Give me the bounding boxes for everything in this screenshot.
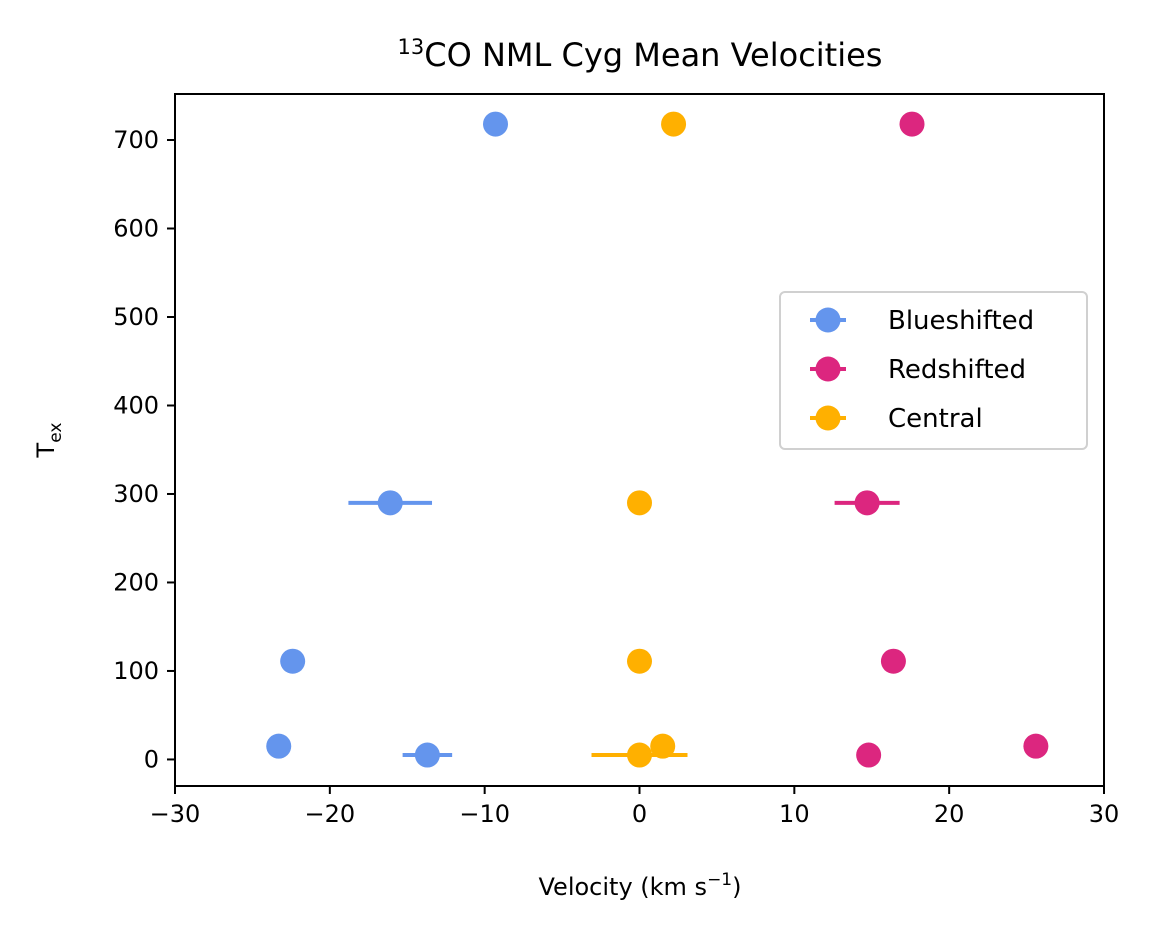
y-tick-label: 0 bbox=[144, 745, 159, 773]
legend-central-label: Central bbox=[888, 404, 983, 434]
y-tick-label: 400 bbox=[113, 391, 159, 419]
x-tick-label: 10 bbox=[779, 800, 810, 828]
central-point bbox=[627, 742, 652, 768]
y-tick-label: 600 bbox=[113, 215, 159, 243]
x-tick-label: −30 bbox=[150, 800, 201, 828]
blueshifted-point bbox=[266, 733, 292, 759]
legend-blueshifted-marker bbox=[815, 307, 841, 333]
legend-redshifted-marker bbox=[815, 356, 841, 382]
series-layer bbox=[266, 111, 1049, 768]
redshifted-point bbox=[856, 742, 882, 768]
xlabel-suffix: ) bbox=[732, 873, 741, 901]
svg-text:Tex: Tex bbox=[32, 423, 66, 459]
legend-central-marker bbox=[815, 405, 841, 431]
xlabel-sup: −1 bbox=[707, 870, 732, 890]
central-point bbox=[661, 111, 687, 137]
central-point bbox=[627, 648, 652, 674]
y-tick-label: 200 bbox=[113, 568, 159, 596]
chart-title: 13CO NML Cyg Mean Velocities bbox=[398, 35, 883, 74]
ylabel-sub: ex bbox=[46, 423, 66, 443]
legend-box bbox=[779, 291, 1088, 450]
x-axis-label: Velocity (km s−1) bbox=[539, 870, 742, 901]
y-tick-label: 100 bbox=[113, 657, 159, 685]
y-tick-label: 700 bbox=[113, 126, 159, 154]
y-axis-label: Tex bbox=[32, 423, 66, 459]
x-tick-label: 30 bbox=[1089, 800, 1120, 828]
legend-redshifted-label: Redshifted bbox=[888, 355, 1026, 385]
x-tick-label: 0 bbox=[632, 800, 647, 828]
blueshifted-point bbox=[377, 490, 403, 516]
redshifted-point bbox=[880, 648, 906, 674]
blueshifted-point bbox=[280, 648, 306, 674]
blueshifted-point bbox=[483, 111, 509, 137]
title-text: CO NML Cyg Mean Velocities bbox=[424, 36, 882, 74]
xlabel-text: Velocity (km s bbox=[539, 873, 708, 901]
legend-blueshifted-label: Blueshifted bbox=[888, 306, 1034, 336]
x-tick-label: −20 bbox=[305, 800, 356, 828]
blueshifted-point bbox=[414, 742, 440, 768]
redshifted-point bbox=[899, 111, 925, 137]
plot-frame bbox=[174, 93, 1105, 787]
title-superscript: 13 bbox=[398, 35, 425, 59]
redshifted-point bbox=[1023, 733, 1049, 759]
redshifted-point bbox=[854, 490, 880, 516]
y-tick-label: 500 bbox=[113, 303, 159, 331]
central-point bbox=[650, 733, 676, 759]
ylabel-text: T bbox=[32, 442, 60, 458]
legend: Blueshifted Redshifted Central bbox=[779, 291, 1088, 450]
y-tick-label: 300 bbox=[113, 480, 159, 508]
x-tick-label: −10 bbox=[459, 800, 510, 828]
x-tick-label: 20 bbox=[934, 800, 965, 828]
central-point bbox=[627, 490, 652, 516]
